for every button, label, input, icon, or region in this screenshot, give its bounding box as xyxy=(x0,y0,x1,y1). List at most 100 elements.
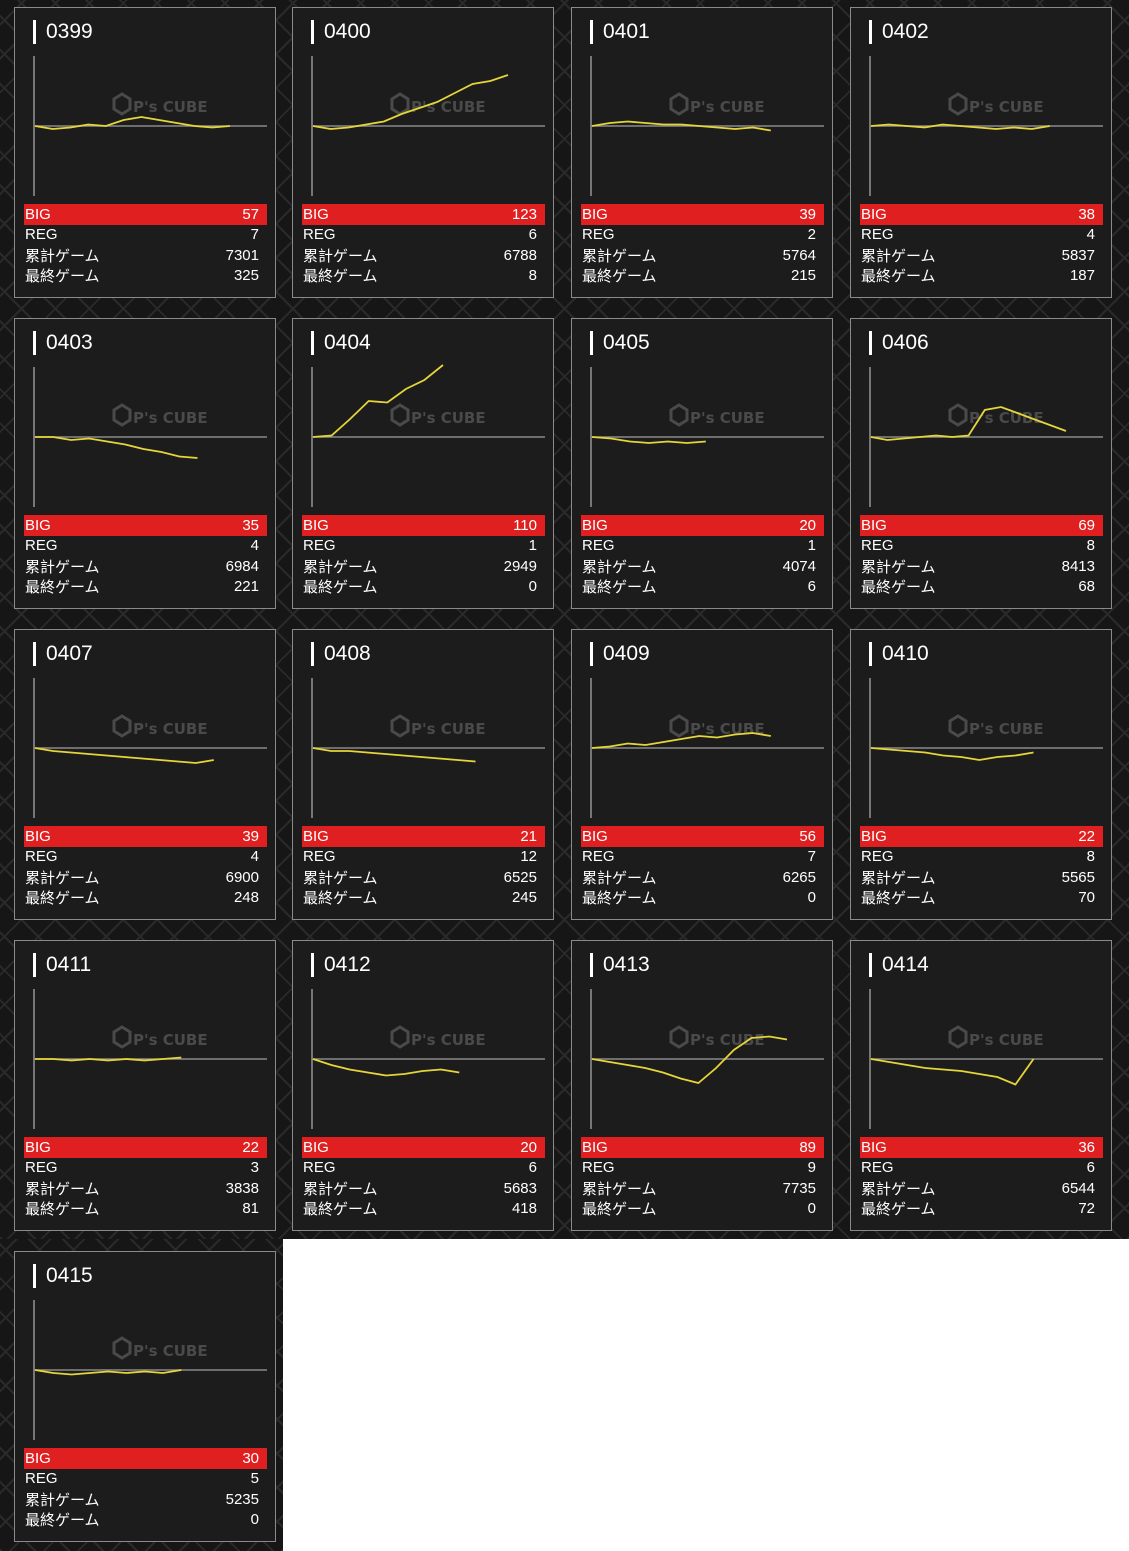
stat-label: REG xyxy=(582,1159,615,1177)
machine-card[interactable]: 0399 P's CUBE BIG 57 REG 7 累計ゲーム 7301 最終ゲーム 325 xyxy=(14,7,276,298)
machine-card[interactable]: 0405 P's CUBE BIG 20 REG 1 累計ゲーム 4074 最終ゲーム 6 xyxy=(571,318,833,609)
stat-label: BIG xyxy=(582,1138,608,1156)
reg-count-row: REG 9 xyxy=(581,1158,824,1179)
slump-graph: P's CUBE xyxy=(590,367,824,507)
stat-label: 累計ゲーム xyxy=(303,869,378,887)
machine-number: 0401 xyxy=(590,20,650,44)
stat-value: 9 xyxy=(807,1159,816,1177)
machine-card[interactable]: 0401 P's CUBE BIG 39 REG 2 累計ゲーム 5764 最終ゲーム 215 xyxy=(571,7,833,298)
watermark-logo: P's CUBE xyxy=(411,98,486,116)
slump-graph: P's CUBE xyxy=(590,678,824,818)
stat-value: 70 xyxy=(1078,889,1095,907)
stat-value: 22 xyxy=(242,1138,259,1156)
watermark-logo: P's CUBE xyxy=(690,98,765,116)
machine-stats: BIG 20 REG 1 累計ゲーム 4074 最終ゲーム 6 xyxy=(581,515,824,597)
slump-line xyxy=(312,747,476,763)
reg-count-row: REG 6 xyxy=(302,1158,545,1179)
slump-graph: P's CUBE xyxy=(33,56,267,196)
stat-value: 56 xyxy=(799,827,816,845)
slump-line xyxy=(591,732,771,749)
stat-value: 72 xyxy=(1078,1200,1095,1218)
machine-number: 0407 xyxy=(33,642,93,666)
machine-number: 0408 xyxy=(311,642,371,666)
last-game-row: 最終ゲーム 6 xyxy=(581,577,824,598)
machine-card[interactable]: 0413 P's CUBE BIG 89 REG 9 累計ゲーム 7735 最終ゲーム 0 xyxy=(571,940,833,1231)
machine-stats: BIG 89 REG 9 累計ゲーム 7735 最終ゲーム 0 xyxy=(581,1137,824,1219)
machine-card[interactable]: 0402 P's CUBE BIG 38 REG 4 累計ゲーム 5837 最終ゲーム 187 xyxy=(850,7,1112,298)
stat-value: 2949 xyxy=(503,557,537,575)
stat-label: 最終ゲーム xyxy=(582,579,657,597)
stat-label: BIG xyxy=(861,1138,887,1156)
big-count-row: BIG 89 xyxy=(581,1137,824,1158)
machine-card[interactable]: 0414 P's CUBE BIG 36 REG 6 累計ゲーム 6544 最終ゲーム 72 xyxy=(850,940,1112,1231)
stat-value: 6 xyxy=(528,226,537,244)
machine-stats: BIG 110 REG 1 累計ゲーム 2949 最終ゲーム 0 xyxy=(302,515,545,597)
total-games-row: 累計ゲーム 4074 xyxy=(581,556,824,577)
slump-line xyxy=(34,747,214,764)
machine-stats: BIG 39 REG 4 累計ゲーム 6900 最終ゲーム 248 xyxy=(24,826,267,908)
stat-value: 7 xyxy=(250,226,259,244)
machine-card[interactable]: 0403 P's CUBE BIG 35 REG 4 累計ゲーム 6984 最終ゲーム 221 xyxy=(14,318,276,609)
big-count-row: BIG 39 xyxy=(581,204,824,225)
stat-value: 325 xyxy=(233,267,259,285)
stat-label: BIG xyxy=(25,827,51,845)
stat-label: 最終ゲーム xyxy=(303,579,378,597)
cube-logo-icon xyxy=(948,714,968,738)
big-count-row: BIG 110 xyxy=(302,515,545,536)
stat-label: 最終ゲーム xyxy=(582,1201,657,1219)
reg-count-row: REG 6 xyxy=(860,1158,1103,1179)
total-games-row: 累計ゲーム 5235 xyxy=(24,1489,267,1510)
stat-label: 累計ゲーム xyxy=(25,247,100,265)
reg-count-row: REG 2 xyxy=(581,225,824,246)
machine-card[interactable]: 0411 P's CUBE BIG 22 REG 3 累計ゲーム 3838 最終ゲーム 81 xyxy=(14,940,276,1231)
machine-card[interactable]: 0410 P's CUBE BIG 22 REG 8 累計ゲーム 5565 最終ゲーム 70 xyxy=(850,629,1112,920)
slump-line xyxy=(591,436,706,444)
slump-line xyxy=(34,116,231,130)
slump-graph: P's CUBE xyxy=(590,989,824,1129)
stat-label: 最終ゲーム xyxy=(303,268,378,286)
reg-count-row: REG 12 xyxy=(302,847,545,868)
watermark-logo: P's CUBE xyxy=(690,409,765,427)
stat-value: 5 xyxy=(250,1470,259,1488)
stat-value: 3838 xyxy=(225,1179,259,1197)
machine-card[interactable]: 0404 P's CUBE BIG 110 REG 1 累計ゲーム 2949 最終ゲーム 0 xyxy=(292,318,554,609)
last-game-row: 最終ゲーム 72 xyxy=(860,1199,1103,1220)
stat-label: REG xyxy=(861,1159,894,1177)
stat-value: 123 xyxy=(511,205,537,223)
cube-logo-icon xyxy=(669,1025,689,1049)
cube-logo-icon xyxy=(112,1025,132,1049)
watermark-logo: P's CUBE xyxy=(969,409,1044,427)
machine-card[interactable]: 0406 P's CUBE BIG 69 REG 8 累計ゲーム 8413 最終ゲーム 68 xyxy=(850,318,1112,609)
stat-label: REG xyxy=(582,226,615,244)
stat-value: 1 xyxy=(528,537,537,555)
watermark-logo: P's CUBE xyxy=(969,98,1044,116)
watermark-logo: P's CUBE xyxy=(133,1342,208,1360)
machine-number: 0411 xyxy=(33,953,91,977)
cube-logo-icon xyxy=(669,403,689,427)
stat-label: REG xyxy=(303,537,336,555)
machine-stats: BIG 38 REG 4 累計ゲーム 5837 最終ゲーム 187 xyxy=(860,204,1103,286)
stat-value: 6 xyxy=(1086,1159,1095,1177)
machine-stats: BIG 36 REG 6 累計ゲーム 6544 最終ゲーム 72 xyxy=(860,1137,1103,1219)
machine-stats: BIG 35 REG 4 累計ゲーム 6984 最終ゲーム 221 xyxy=(24,515,267,597)
machine-card[interactable]: 0400 P's CUBE BIG 123 REG 6 累計ゲーム 6788 最終ゲーム 8 xyxy=(292,7,554,298)
stat-label: BIG xyxy=(861,827,887,845)
machine-card[interactable]: 0407 P's CUBE BIG 39 REG 4 累計ゲーム 6900 最終ゲーム 248 xyxy=(14,629,276,920)
machine-stats: BIG 30 REG 5 累計ゲーム 5235 最終ゲーム 0 xyxy=(24,1448,267,1530)
machine-card[interactable]: 0408 P's CUBE BIG 21 REG 12 累計ゲーム 6525 最終ゲーム 245 xyxy=(292,629,554,920)
machine-card[interactable]: 0409 P's CUBE BIG 56 REG 7 累計ゲーム 6265 最終ゲーム 0 xyxy=(571,629,833,920)
total-games-row: 累計ゲーム 8413 xyxy=(860,556,1103,577)
reg-count-row: REG 1 xyxy=(581,536,824,557)
total-games-row: 累計ゲーム 7735 xyxy=(581,1178,824,1199)
slump-graph: P's CUBE xyxy=(33,678,267,818)
stat-label: 最終ゲーム xyxy=(25,579,100,597)
stat-value: 6544 xyxy=(1061,1179,1095,1197)
stat-label: BIG xyxy=(25,205,51,223)
stat-label: REG xyxy=(303,226,336,244)
machine-card[interactable]: 0412 P's CUBE BIG 20 REG 6 累計ゲーム 5683 最終ゲーム 418 xyxy=(292,940,554,1231)
stat-value: 248 xyxy=(233,889,259,907)
slump-graph: P's CUBE xyxy=(869,989,1103,1129)
stat-label: 累計ゲーム xyxy=(25,558,100,576)
slump-graph: P's CUBE xyxy=(33,1300,267,1440)
machine-card[interactable]: 0415 P's CUBE BIG 30 REG 5 累計ゲーム 5235 最終ゲーム 0 xyxy=(14,1251,276,1542)
